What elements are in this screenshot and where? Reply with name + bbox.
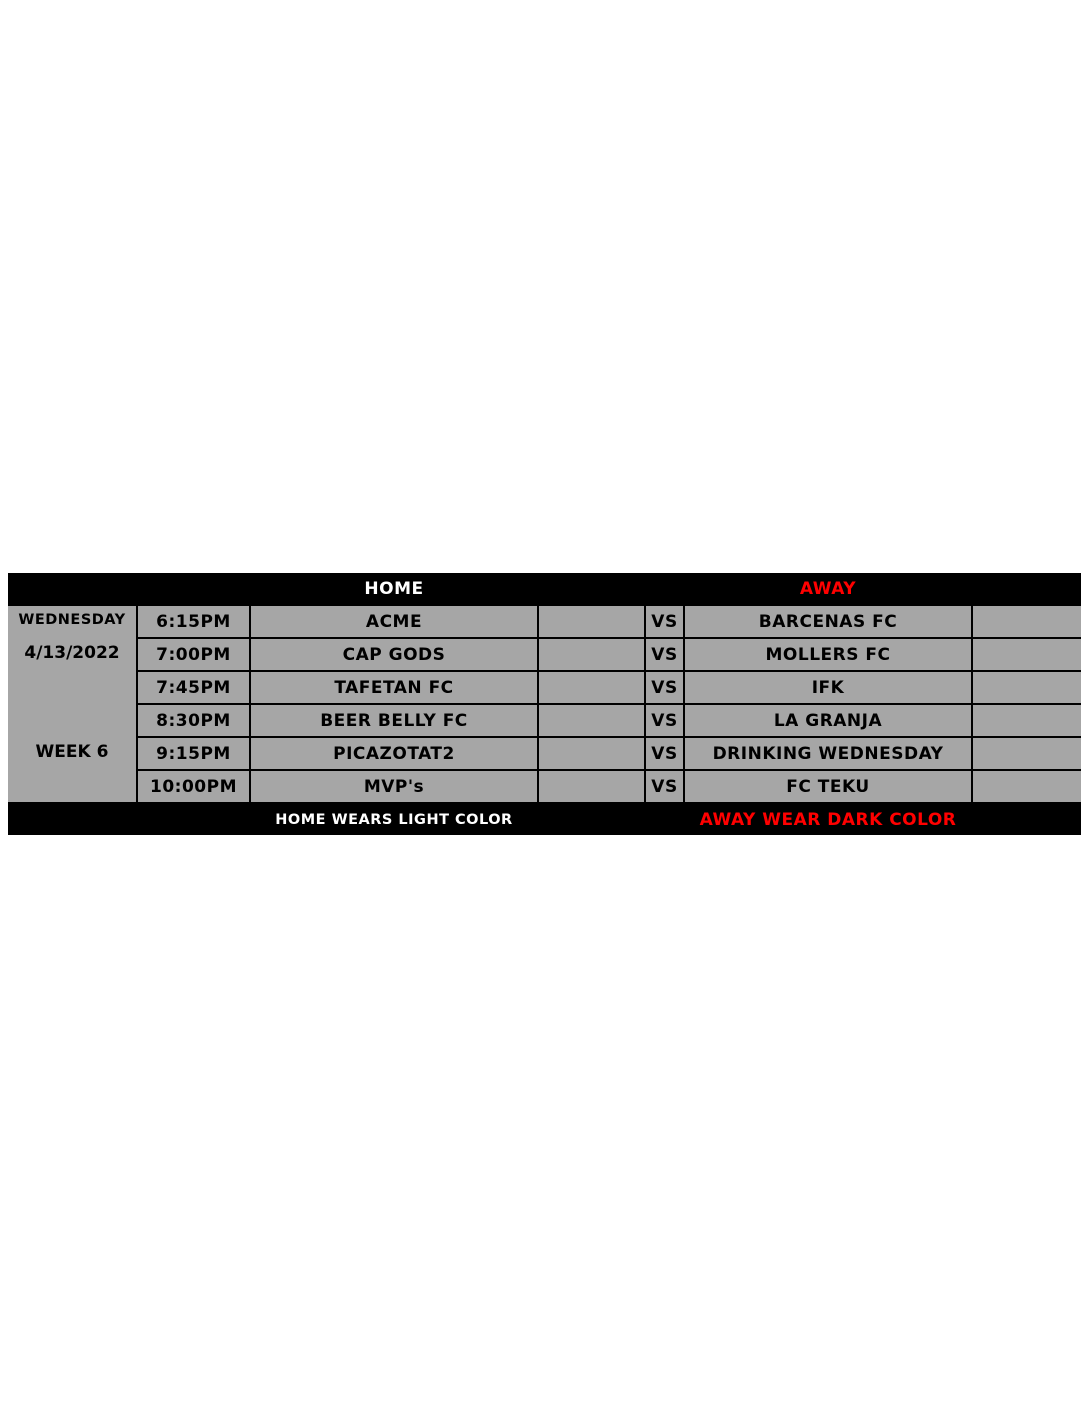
vs-label: VS bbox=[646, 639, 683, 670]
away-team: BARCENAS FC bbox=[685, 606, 971, 637]
away-team: MOLLERS FC bbox=[685, 639, 971, 670]
away-team: FC TEKU bbox=[685, 771, 971, 802]
game-time: 9:15PM bbox=[138, 738, 249, 769]
away-team: IFK bbox=[685, 672, 971, 703]
vs-label: VS bbox=[646, 705, 683, 736]
home-header: HOME bbox=[251, 573, 537, 604]
home-score bbox=[539, 639, 644, 670]
home-team: BEER BELLY FC bbox=[251, 705, 537, 736]
day-label: WEDNESDAY bbox=[18, 612, 126, 628]
game-time: 7:00PM bbox=[138, 639, 249, 670]
footer-blank bbox=[973, 804, 1081, 835]
away-score bbox=[973, 672, 1081, 703]
game-time: 6:15PM bbox=[138, 606, 249, 637]
game-time: 10:00PM bbox=[138, 771, 249, 802]
header-blank bbox=[8, 573, 249, 604]
game-time: 8:30PM bbox=[138, 705, 249, 736]
home-team: ACME bbox=[251, 606, 537, 637]
home-score bbox=[539, 738, 644, 769]
away-score bbox=[973, 639, 1081, 670]
schedule-table: HOME AWAY WEDNESDAY 4/13/2022 WEEK 6 HOM… bbox=[8, 573, 1081, 835]
date-label: 4/13/2022 bbox=[24, 643, 120, 663]
header-blank bbox=[539, 573, 683, 604]
home-score bbox=[539, 771, 644, 802]
home-team: MVP's bbox=[251, 771, 537, 802]
away-score bbox=[973, 771, 1081, 802]
date-column: WEDNESDAY 4/13/2022 WEEK 6 bbox=[8, 606, 136, 802]
away-team: DRINKING WEDNESDAY bbox=[685, 738, 971, 769]
vs-label: VS bbox=[646, 771, 683, 802]
home-team: TAFETAN FC bbox=[251, 672, 537, 703]
away-score bbox=[973, 738, 1081, 769]
game-time: 7:45PM bbox=[138, 672, 249, 703]
week-label: WEEK 6 bbox=[35, 742, 109, 762]
home-team: CAP GODS bbox=[251, 639, 537, 670]
vs-label: VS bbox=[646, 606, 683, 637]
footer-blank bbox=[539, 804, 683, 835]
home-score bbox=[539, 672, 644, 703]
footer-blank bbox=[8, 804, 249, 835]
home-color-note: HOME WEARS LIGHT COLOR bbox=[251, 804, 537, 835]
away-color-note: AWAY WEAR DARK COLOR bbox=[685, 804, 971, 835]
away-header: AWAY bbox=[685, 573, 971, 604]
vs-label: VS bbox=[646, 672, 683, 703]
header-blank bbox=[973, 573, 1081, 604]
home-score bbox=[539, 705, 644, 736]
vs-label: VS bbox=[646, 738, 683, 769]
away-score bbox=[973, 606, 1081, 637]
away-team: LA GRANJA bbox=[685, 705, 971, 736]
home-score bbox=[539, 606, 644, 637]
away-score bbox=[973, 705, 1081, 736]
home-team: PICAZOTAT2 bbox=[251, 738, 537, 769]
